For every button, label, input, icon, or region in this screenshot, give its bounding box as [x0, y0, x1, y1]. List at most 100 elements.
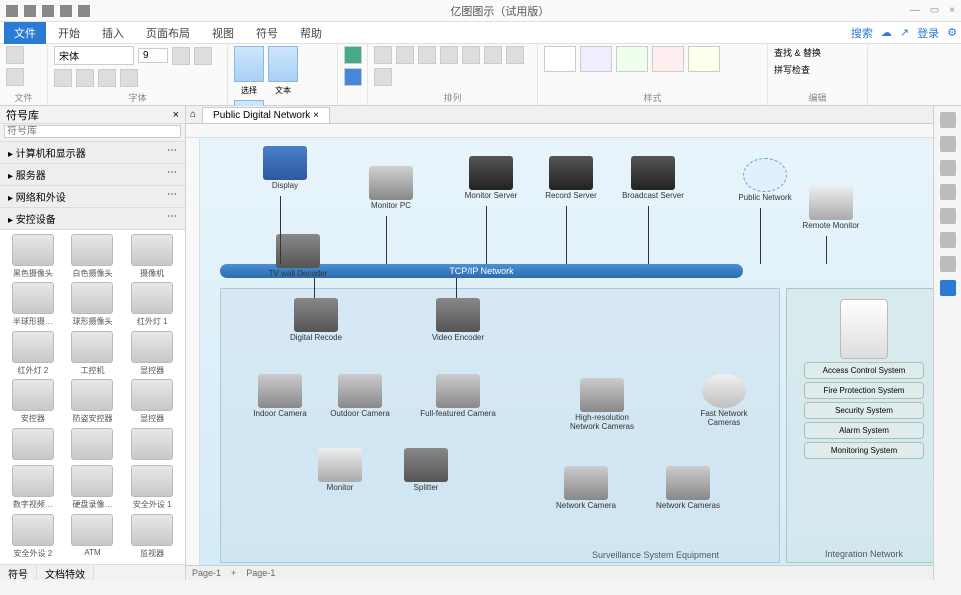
font-size-select[interactable]: 9 — [138, 48, 168, 63]
align-button[interactable] — [374, 46, 392, 64]
text-tool[interactable] — [268, 46, 298, 82]
style-preset-5[interactable] — [688, 46, 720, 72]
lock-button[interactable] — [374, 68, 392, 86]
connector[interactable] — [456, 278, 457, 298]
shape-thumbnail[interactable]: 球形摄像头 — [64, 282, 122, 328]
shape-fill-1[interactable] — [344, 46, 362, 64]
diagram-node[interactable]: Network Camera — [546, 466, 626, 510]
shape-thumbnail[interactable]: 显控器 — [123, 379, 181, 425]
right-tool-5[interactable] — [940, 208, 956, 224]
shape-thumbnail[interactable]: 红外灯 1 — [123, 282, 181, 328]
redo-icon[interactable] — [60, 5, 72, 17]
save-icon[interactable] — [24, 5, 36, 17]
connector[interactable] — [280, 196, 281, 264]
library-category[interactable]: ▸ 网络和外设⋯ — [0, 186, 185, 208]
document-tab[interactable]: Public Digital Network × — [202, 107, 330, 123]
integration-region[interactable]: Access Control System Fire Protection Sys… — [786, 288, 933, 563]
right-tool-3[interactable] — [940, 160, 956, 176]
library-search-input[interactable] — [4, 125, 181, 138]
connector[interactable] — [314, 278, 315, 298]
menu-layout[interactable]: 页面布局 — [136, 22, 200, 44]
library-category[interactable]: ▸ 安控设备⋯ — [0, 208, 185, 230]
menu-insert[interactable]: 插入 — [92, 22, 134, 44]
minimize-button[interactable]: — — [910, 5, 920, 16]
integration-device[interactable] — [840, 299, 888, 359]
system-button[interactable]: Security System — [804, 402, 924, 419]
distribute-button[interactable] — [396, 46, 414, 64]
print-icon[interactable] — [78, 5, 90, 17]
tab-close-icon[interactable]: × — [313, 110, 319, 121]
shape-thumbnail[interactable] — [123, 428, 181, 463]
shape-thumbnail[interactable]: 黑色摄像头 — [4, 234, 62, 280]
diagram-node[interactable]: Record Server — [536, 156, 606, 200]
shape-thumbnail[interactable]: 显控器 — [123, 331, 181, 377]
diagram-node[interactable]: Monitor PC — [356, 166, 426, 210]
style-preset-1[interactable] — [544, 46, 576, 72]
connector[interactable] — [486, 206, 487, 264]
right-tool-7[interactable] — [940, 256, 956, 272]
cloud-icon[interactable]: ☁ — [881, 26, 892, 39]
menu-symbol[interactable]: 符号 — [246, 22, 288, 44]
tv-decoder-node[interactable]: TV wall Decoder — [258, 234, 338, 278]
diagram-node[interactable]: Splitter — [386, 448, 466, 492]
library-close-icon[interactable]: × — [173, 109, 179, 121]
shape-thumbnail[interactable]: 安控器 — [4, 379, 62, 425]
diagram-node[interactable]: Monitor Server — [456, 156, 526, 200]
diagram-node[interactable]: Display — [250, 146, 320, 190]
connector[interactable] — [386, 216, 387, 264]
connector[interactable] — [566, 206, 567, 264]
diagram-node[interactable]: Network Cameras — [648, 466, 728, 510]
style-preset-4[interactable] — [652, 46, 684, 72]
select-tool[interactable] — [234, 46, 264, 82]
find-replace-button[interactable]: 查找 & 替换 — [774, 46, 821, 59]
shape-thumbnail[interactable] — [4, 428, 62, 463]
canvas[interactable]: TCP/IP Network Surveillance System Equip… — [200, 138, 933, 565]
system-button[interactable]: Fire Protection System — [804, 382, 924, 399]
underline-button[interactable] — [54, 69, 72, 87]
diagram-node[interactable]: Video Encoder — [418, 298, 498, 342]
size-button[interactable] — [506, 46, 524, 64]
front-button[interactable] — [462, 46, 480, 64]
shape-thumbnail[interactable]: 工控机 — [64, 331, 122, 377]
diagram-node[interactable]: Broadcast Server — [618, 156, 688, 200]
align-left-button[interactable] — [98, 69, 116, 87]
help-icon[interactable] — [940, 280, 956, 296]
diagram-node[interactable]: Indoor Camera — [240, 374, 320, 418]
shape-thumbnail[interactable]: 摄像机 — [123, 234, 181, 280]
login-link[interactable]: 登录 — [917, 25, 939, 41]
shape-thumbnail[interactable]: ATM — [64, 514, 122, 560]
font-color-button[interactable] — [76, 69, 94, 87]
page-tab-2[interactable]: Page-1 — [246, 568, 275, 578]
shape-thumbnail[interactable]: 监视器 — [123, 514, 181, 560]
rotate-button[interactable] — [440, 46, 458, 64]
share-icon[interactable]: ↗ — [900, 26, 909, 39]
search-link[interactable]: 搜索 — [851, 25, 873, 41]
menu-view[interactable]: 视图 — [202, 22, 244, 44]
system-button[interactable]: Access Control System — [804, 362, 924, 379]
diagram-node[interactable]: Digital Recode — [276, 298, 356, 342]
doc-home-icon[interactable]: ⌂ — [190, 109, 196, 120]
shape-thumbnail[interactable]: 硬盘录像… — [64, 465, 122, 511]
bold-button[interactable] — [172, 47, 190, 65]
lib-tab-symbols[interactable]: 符号 — [0, 565, 37, 580]
system-button[interactable]: Alarm System — [804, 422, 924, 439]
diagram-node[interactable]: Monitor — [300, 448, 380, 492]
connector[interactable] — [648, 206, 649, 264]
style-preset-3[interactable] — [616, 46, 648, 72]
maximize-button[interactable]: ▭ — [930, 5, 939, 16]
right-tool-6[interactable] — [940, 232, 956, 248]
shape-thumbnail[interactable]: 红外灯 2 — [4, 331, 62, 377]
menu-help[interactable]: 帮助 — [290, 22, 332, 44]
spellcheck-button[interactable]: 拼写检查 — [774, 63, 810, 76]
group-button[interactable] — [418, 46, 436, 64]
shape-thumbnail[interactable]: 白色摄像头 — [64, 234, 122, 280]
diagram-node[interactable]: Remote Monitor — [796, 186, 866, 230]
shape-thumbnail[interactable]: 安全外设 1 — [123, 465, 181, 511]
undo-icon[interactable] — [42, 5, 54, 17]
align-center-button[interactable] — [120, 69, 138, 87]
diagram-node[interactable]: Fast Network Cameras — [684, 374, 764, 427]
diagram-node[interactable]: High-resolution Network Cameras — [562, 378, 642, 431]
italic-button[interactable] — [194, 47, 212, 65]
lib-tab-effects[interactable]: 文档特效 — [37, 565, 94, 580]
connector[interactable] — [826, 236, 827, 264]
